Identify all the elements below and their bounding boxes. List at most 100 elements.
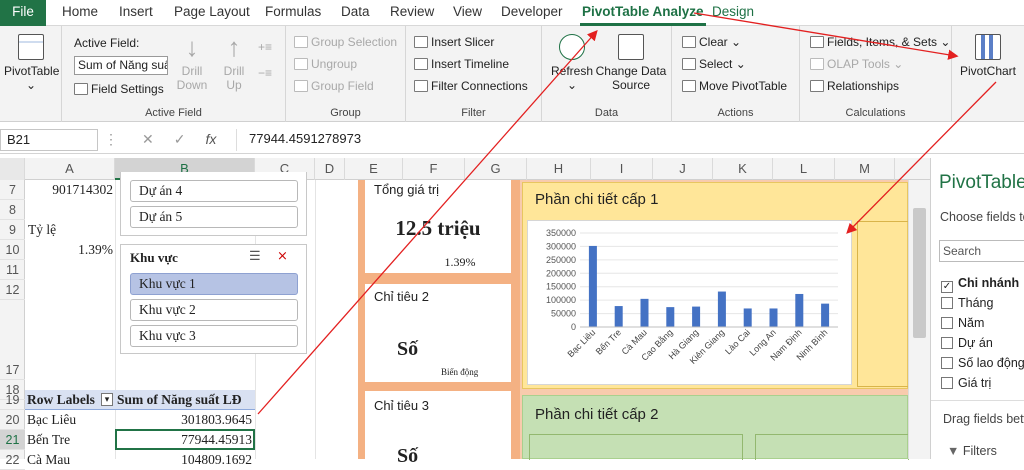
- tab-design[interactable]: Design: [712, 4, 755, 19]
- tab-home[interactable]: Home: [62, 4, 99, 19]
- tab-page-layout[interactable]: Page Layout: [174, 4, 250, 19]
- cell-a10[interactable]: 1.39%: [78, 242, 113, 257]
- checkbox-checked-icon[interactable]: ✓: [941, 281, 953, 293]
- slicer-item-region-1[interactable]: Khu vực 1: [130, 273, 298, 295]
- field-item[interactable]: Giá trị: [941, 376, 991, 390]
- slicer-item-project-5[interactable]: Dự án 5: [130, 206, 298, 228]
- slicer-item-region-2[interactable]: Khu vực 2: [130, 299, 298, 321]
- change-data-source-button[interactable]: Change Data Source: [594, 34, 668, 92]
- row-7[interactable]: 7: [0, 180, 25, 200]
- field-settings-button[interactable]: Field Settings: [74, 82, 164, 96]
- expand-field-icon[interactable]: +≡: [258, 40, 273, 54]
- tab-data[interactable]: Data: [341, 4, 370, 19]
- field-item[interactable]: ✓ Chi nhánh: [941, 276, 1020, 293]
- checkbox-icon[interactable]: [941, 357, 953, 369]
- pivot-row-labels-header[interactable]: Row Labels: [27, 392, 95, 407]
- move-pivottable-button[interactable]: Move PivotTable: [682, 79, 787, 93]
- vertical-scrollbar[interactable]: [908, 180, 930, 459]
- field-item[interactable]: Dự án: [941, 336, 993, 350]
- tab-formulas[interactable]: Formulas: [265, 4, 322, 19]
- pivot-row-value[interactable]: 77944.45913: [181, 432, 252, 447]
- active-cell-b21[interactable]: [115, 429, 255, 450]
- field-item[interactable]: Năm: [941, 316, 984, 330]
- checkbox-icon[interactable]: [941, 337, 953, 349]
- filter-connections-button[interactable]: Filter Connections: [414, 79, 528, 93]
- tab-review[interactable]: Review: [390, 4, 435, 19]
- field-item[interactable]: Tháng: [941, 296, 993, 310]
- column-l[interactable]: L: [773, 158, 835, 180]
- pivottable-button[interactable]: PivotTable ⌄: [4, 34, 59, 92]
- ungroup-button[interactable]: Ungroup: [294, 57, 357, 71]
- row-10[interactable]: 10: [0, 240, 25, 260]
- column-h[interactable]: H: [527, 158, 591, 180]
- pivot-row-label[interactable]: Bến Tre: [27, 432, 71, 447]
- drill-up-button[interactable]: ↑ Drill Up: [216, 34, 252, 92]
- row-19[interactable]: 19: [0, 390, 25, 410]
- filter-dropdown-icon[interactable]: ▾: [101, 393, 113, 406]
- cell-a9[interactable]: Tỷ lệ: [28, 222, 57, 237]
- pivot-chart[interactable]: 0 50000 100000 150000 200000 250000 300000 3500…: [527, 220, 852, 385]
- pivot-row-value[interactable]: 104809.1692: [181, 452, 252, 467]
- relationships-button[interactable]: Relationships: [810, 79, 899, 93]
- column-f[interactable]: F: [403, 158, 465, 180]
- refresh-button[interactable]: Refresh ⌄: [550, 34, 594, 92]
- cancel-icon[interactable]: ✕: [142, 131, 154, 147]
- slicer-item-region-3[interactable]: Khu vực 3: [130, 325, 298, 347]
- insert-timeline-button[interactable]: Insert Timeline: [414, 57, 509, 71]
- tab-file[interactable]: File: [0, 0, 46, 26]
- field-item[interactable]: Số lao động: [941, 356, 1024, 370]
- multi-select-icon[interactable]: ☰: [249, 248, 261, 263]
- column-g[interactable]: G: [465, 158, 527, 180]
- tab-developer[interactable]: Developer: [501, 4, 563, 19]
- formula-input[interactable]: 77944.4591278973: [236, 129, 361, 151]
- tab-view[interactable]: View: [453, 4, 483, 19]
- clear-filter-icon[interactable]: ⨯: [277, 248, 288, 263]
- pivot-sum-header[interactable]: Sum of Năng suất LĐ: [117, 392, 242, 407]
- column-e[interactable]: E: [345, 158, 403, 180]
- row-9[interactable]: 9: [0, 220, 25, 240]
- column-j[interactable]: J: [653, 158, 713, 180]
- row-21[interactable]: 21: [0, 430, 25, 450]
- name-box[interactable]: B21: [0, 129, 98, 151]
- insert-slicer-button[interactable]: Insert Slicer: [414, 35, 494, 49]
- tab-insert[interactable]: Insert: [119, 4, 153, 19]
- slicer-item-project-4[interactable]: Dự án 4: [130, 180, 298, 202]
- tab-pivottable-analyze[interactable]: PivotTable Analyze: [580, 0, 706, 26]
- field-search-input[interactable]: Search: [939, 240, 1024, 262]
- checkbox-icon[interactable]: [941, 317, 953, 329]
- enter-icon[interactable]: ✓: [173, 131, 186, 147]
- row-18[interactable]: 18: [0, 380, 25, 400]
- row-12[interactable]: 12: [0, 280, 25, 300]
- row-8[interactable]: 8: [0, 200, 25, 220]
- olap-tools-button[interactable]: OLAP Tools ⌄: [810, 57, 903, 71]
- pivot-row-label[interactable]: Bạc Liêu: [27, 412, 77, 427]
- column-k[interactable]: K: [713, 158, 773, 180]
- clear-button[interactable]: Clear ⌄: [682, 35, 741, 49]
- column-m[interactable]: M: [835, 158, 895, 180]
- fields-items-sets-button[interactable]: Fields, Items, & Sets ⌄: [810, 35, 950, 49]
- drill-down-button[interactable]: ↓ Drill Down: [174, 34, 210, 92]
- pivot-row-value[interactable]: 301803.9645: [181, 412, 252, 427]
- collapse-field-icon[interactable]: −≡: [258, 66, 273, 80]
- group-selection-button[interactable]: Group Selection: [294, 35, 397, 49]
- pivot-row-label[interactable]: Cà Mau: [27, 452, 71, 467]
- column-i[interactable]: I: [591, 158, 653, 180]
- group-field-button[interactable]: Group Field: [294, 79, 374, 93]
- pivotchart-button[interactable]: PivotChart: [958, 34, 1018, 78]
- row-22[interactable]: 22: [0, 450, 25, 470]
- checkbox-icon[interactable]: [941, 297, 953, 309]
- select-button[interactable]: Select ⌄: [682, 57, 746, 71]
- row-11[interactable]: 11: [0, 260, 25, 280]
- column-a[interactable]: A: [25, 158, 115, 180]
- checkbox-icon[interactable]: [941, 377, 953, 389]
- column-d[interactable]: D: [315, 158, 345, 180]
- active-field-input[interactable]: Sum of Năng suất: [74, 56, 168, 75]
- move-icon: [682, 80, 696, 92]
- row-20[interactable]: 20: [0, 410, 25, 430]
- fx-icon[interactable]: fx: [205, 131, 217, 147]
- select-all-corner[interactable]: [0, 158, 25, 180]
- cell-a7[interactable]: 901714302: [52, 182, 113, 197]
- filters-area-label[interactable]: ▼ Filters: [947, 444, 997, 458]
- scrollbar-thumb[interactable]: [913, 208, 926, 338]
- row-17[interactable]: 17: [0, 360, 25, 380]
